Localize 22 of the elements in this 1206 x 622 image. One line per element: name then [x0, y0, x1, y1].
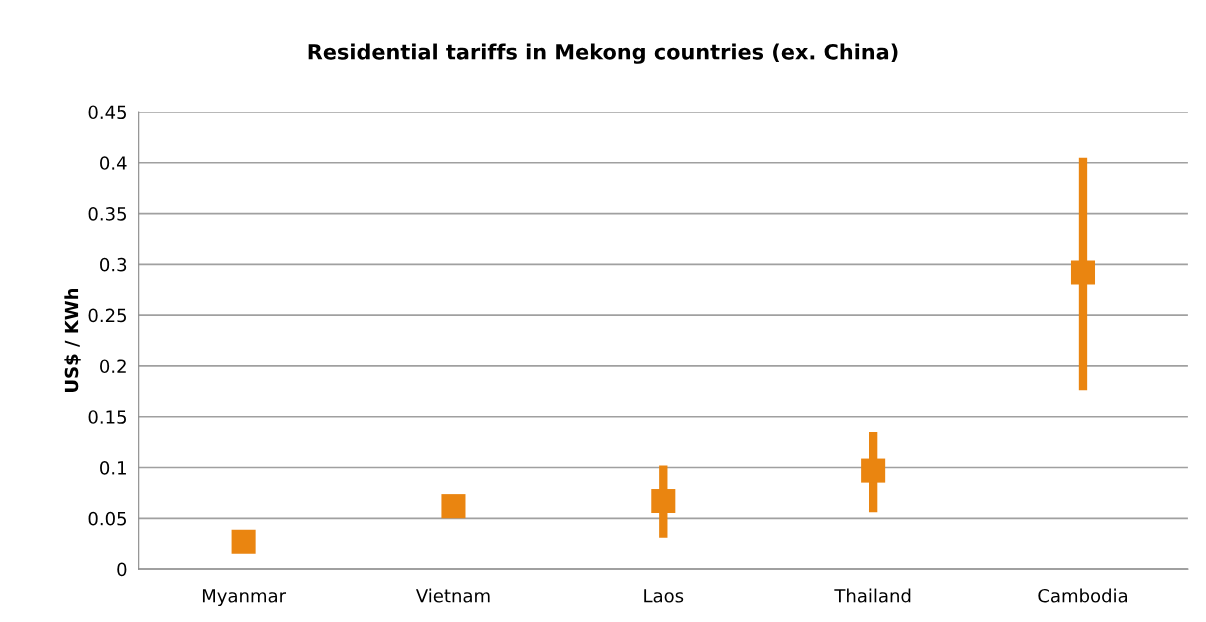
y-tick-label: 0.2 [100, 359, 126, 374]
x-tick-label: Cambodia [1038, 588, 1127, 603]
x-tick-label: Vietnam [415, 588, 490, 603]
y-tick-label: 0 [117, 562, 127, 577]
point [1070, 260, 1096, 285]
point [651, 489, 676, 514]
x-tick-label: Myanmar [202, 589, 287, 607]
y-tick-label: 0.3 [100, 257, 127, 272]
x-tick-label: Thailand [834, 588, 911, 603]
y-tick-label: 0.05 [88, 511, 126, 526]
y-tick-label: 0.4 [100, 156, 127, 170]
chart-title: Residential tariffs in Mekong countries (ex. China) [308, 43, 898, 64]
y-axis-title: US$ / KWh [64, 288, 81, 392]
y-tick-label: 0.15 [88, 410, 126, 424]
x-tick-label: Laos [644, 589, 684, 603]
point [861, 458, 886, 483]
y-tick-label: 0.25 [88, 308, 126, 323]
y-tick-label: 0.45 [88, 105, 126, 120]
y-tick-label: 0.35 [88, 207, 126, 221]
y-tick-label: 0.1 [100, 461, 126, 475]
point [231, 529, 256, 554]
point [441, 494, 466, 519]
